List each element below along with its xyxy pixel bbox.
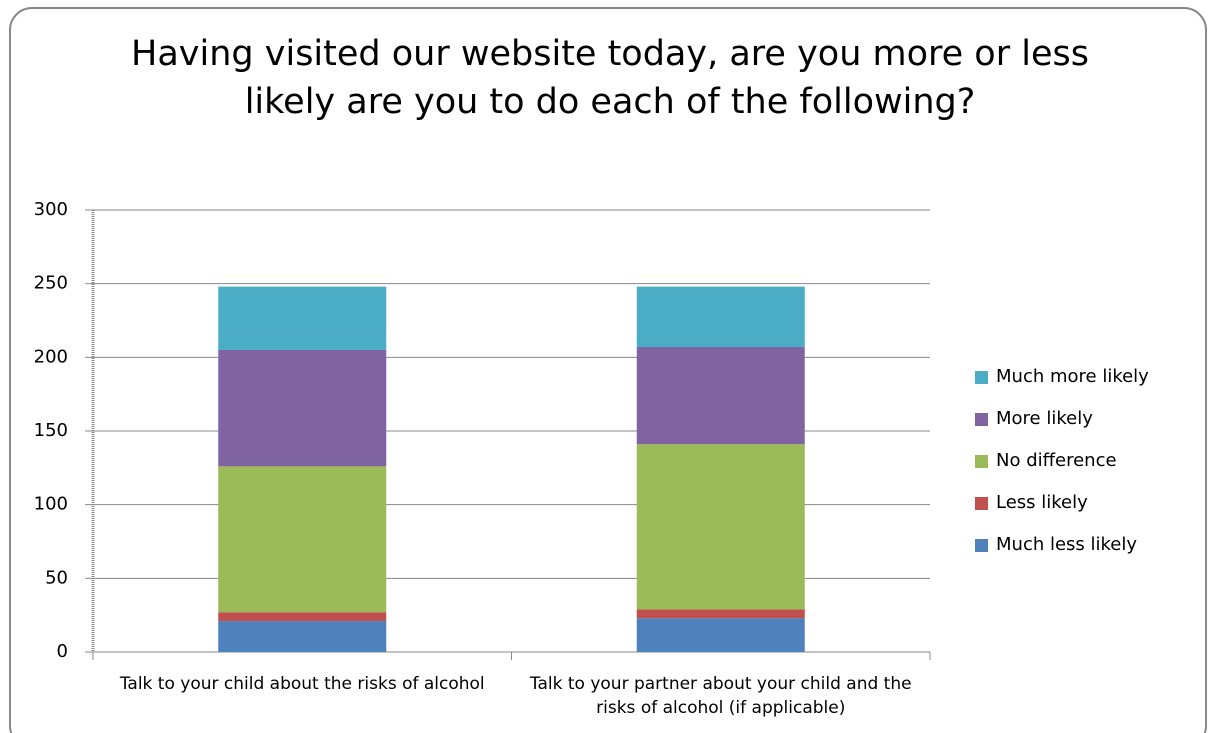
y-tick-label: 150 bbox=[34, 420, 68, 441]
legend-swatch bbox=[975, 371, 988, 384]
chart-title: Having visited our website today, are yo… bbox=[131, 34, 1089, 122]
bar-segment bbox=[218, 466, 387, 613]
x-tick-label: Talk to your partner about your child an… bbox=[529, 674, 912, 718]
legend-label: More likely bbox=[996, 408, 1093, 429]
legend-swatch bbox=[975, 413, 988, 426]
legend-label: Much more likely bbox=[996, 366, 1149, 387]
bar-segment bbox=[218, 612, 387, 622]
legend-swatch bbox=[975, 455, 988, 468]
bar-segment bbox=[636, 609, 805, 619]
legend-label: No difference bbox=[996, 450, 1117, 471]
legend-swatch bbox=[975, 497, 988, 510]
bar-segment bbox=[218, 286, 387, 350]
bar-segment bbox=[218, 349, 387, 467]
y-tick-label: 250 bbox=[34, 273, 68, 294]
bar-segment bbox=[636, 347, 805, 445]
bar-segment bbox=[636, 444, 805, 610]
legend-label: Less likely bbox=[996, 492, 1088, 513]
legend-label: Much less likely bbox=[996, 534, 1137, 555]
chart-frame bbox=[9, 7, 1207, 733]
legend-swatch bbox=[975, 539, 988, 552]
bar-segment bbox=[636, 286, 805, 348]
y-tick-label: 200 bbox=[34, 346, 68, 367]
y-tick-label: 300 bbox=[34, 199, 68, 220]
y-tick-label: 50 bbox=[45, 567, 68, 588]
bar-segment bbox=[636, 618, 805, 652]
y-tick-label: 0 bbox=[57, 641, 68, 662]
bar-segment bbox=[218, 621, 387, 652]
y-tick-label: 100 bbox=[34, 494, 68, 515]
x-tick-label: Talk to your child about the risks of al… bbox=[119, 674, 485, 694]
